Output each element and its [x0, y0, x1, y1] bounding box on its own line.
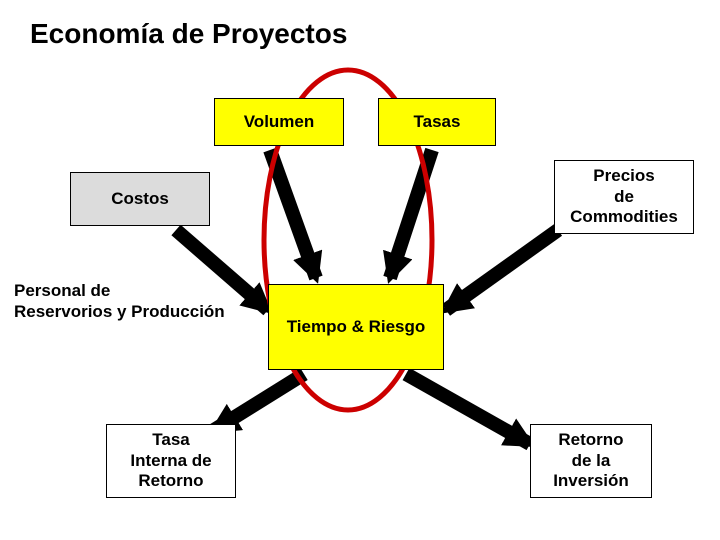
node-tir: TasaInterna deRetorno — [106, 424, 236, 498]
slide-title: Economía de Proyectos — [30, 18, 347, 50]
node-roi: Retornode laInversión — [530, 424, 652, 498]
node-costos: Costos — [70, 172, 210, 226]
node-volumen: Volumen — [214, 98, 344, 146]
node-precios: PreciosdeCommodities — [554, 160, 694, 234]
node-tiempo: Tiempo & Riesgo — [268, 284, 444, 370]
node-tasas: Tasas — [378, 98, 496, 146]
personal-label: Personal deReservorios y Producción — [14, 280, 225, 323]
